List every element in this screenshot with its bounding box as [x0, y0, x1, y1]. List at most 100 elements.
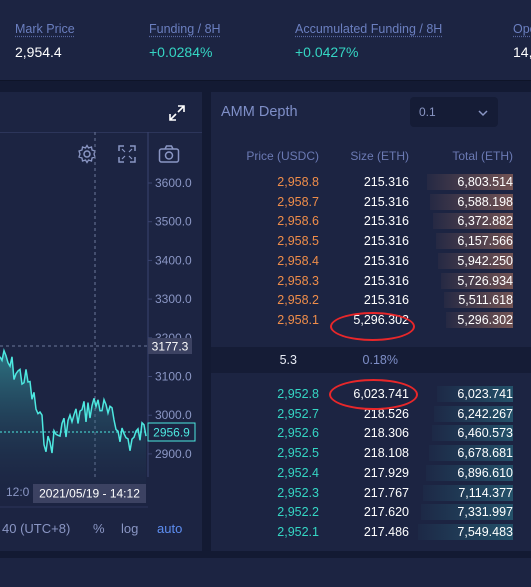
total-cell: 6,372.882 — [457, 214, 513, 229]
total-cell: 5,511.618 — [458, 293, 513, 308]
crosshair-price-label: 3177.3 — [152, 340, 189, 354]
size-cell: 218.526 — [363, 406, 409, 421]
bottom-panel — [0, 558, 531, 587]
market-stats-bar: Mark Price 2,954.4 Funding / 8H +0.0284%… — [0, 0, 531, 81]
stat-mark-price: Mark Price 2,954.4 — [15, 22, 75, 60]
price-tick-label: 3400.0 — [155, 253, 192, 267]
price-tick-label: 3000.0 — [155, 408, 192, 422]
price-cell: 2,952.2 — [277, 505, 319, 520]
price-cell: 2,958.6 — [277, 214, 319, 229]
stat-label[interactable]: Mark Price — [15, 22, 75, 36]
stat-value: +0.0284% — [149, 44, 213, 60]
size-column-header: Size (ETH) — [350, 149, 409, 163]
highlight-annotation — [330, 312, 415, 341]
depth-bar — [430, 193, 513, 210]
stat-open-interest: Ope 14, — [513, 22, 531, 60]
total-cell: 6,803.514 — [457, 175, 513, 189]
stat-value: +0.0427% — [295, 44, 359, 60]
stat-value: 2,954.4 — [15, 44, 62, 60]
settings-gear-icon[interactable] — [77, 144, 97, 169]
price-cell: 2,958.8 — [277, 175, 319, 189]
total-cell: 7,114.377 — [458, 485, 513, 500]
price-chart-panel: 3600.0 3500.0 3400.0 3300.0 3200.0 3100.0 3000… — [0, 92, 202, 551]
ask-row[interactable]: 2,958.7 215.316 6,588.198 — [211, 192, 531, 212]
stat-label[interactable]: Accumulated Funding / 8H — [295, 22, 443, 36]
stat-funding: Funding / 8H +0.0284% — [149, 22, 221, 60]
total-cell: 6,896.610 — [457, 465, 513, 480]
price-chart-canvas[interactable]: 3600.03500.03400.03300.03200.03100.03000… — [0, 132, 202, 551]
bid-row[interactable]: 2,952.1 217.486 7,549.483 — [211, 522, 531, 542]
price-cell: 2,952.6 — [277, 426, 319, 441]
ask-row[interactable]: 2,958.2 215.316 5,511.618 — [211, 290, 531, 310]
depth-bar — [446, 311, 513, 328]
total-cell: 5,296.302 — [457, 312, 513, 327]
precision-value: 0.1 — [419, 105, 436, 119]
price-cell: 2,958.2 — [277, 293, 319, 308]
spread-value: 5.3 — [279, 353, 297, 367]
price-area — [0, 350, 146, 507]
total-column-header: Total (ETH) — [452, 149, 513, 163]
expand-icon[interactable] — [168, 104, 186, 127]
price-cell: 2,952.4 — [277, 465, 319, 480]
fullscreen-icon[interactable] — [117, 144, 137, 169]
precision-select[interactable]: 0.1 — [410, 97, 498, 127]
crosshair-price-box — [148, 338, 192, 354]
price-cell: 2,952.8 — [277, 387, 319, 401]
size-cell: 215.316 — [363, 234, 409, 249]
price-tick-label: 3300.0 — [155, 292, 192, 306]
price-tick-label: 2900.0 — [155, 447, 192, 461]
bid-row[interactable]: 2,952.5 218.108 6,678.681 — [211, 443, 531, 463]
price-tick-label: 3500.0 — [155, 215, 192, 229]
total-cell: 7,331.997 — [457, 505, 513, 520]
depth-bar — [432, 425, 513, 442]
ask-row[interactable]: 2,958.6 215.316 6,372.882 — [211, 211, 531, 231]
chart-footer: 40 (UTC+8) % log auto — [0, 521, 202, 543]
price-tick-label: 3100.0 — [155, 370, 192, 384]
ask-row[interactable]: 2,958.4 215.316 5,942.250 — [211, 251, 531, 271]
bid-row[interactable]: 2,952.6 218.306 6,460.573 — [211, 423, 531, 443]
total-cell: 6,157.566 — [457, 234, 513, 249]
amm-depth-panel: AMM Depth 0.1 Price (USDC) Size (ETH) To… — [211, 92, 531, 551]
size-cell: 217.767 — [363, 485, 409, 500]
stat-label[interactable]: Ope — [513, 22, 531, 36]
camera-icon[interactable] — [158, 144, 180, 169]
price-cell: 2,958.7 — [277, 194, 319, 209]
depth-bar — [421, 504, 513, 521]
stat-accumulated-funding: Accumulated Funding / 8H +0.0427% — [295, 22, 442, 60]
total-cell: 6,023.741 — [457, 387, 513, 401]
total-cell: 5,942.250 — [457, 253, 513, 268]
bid-row[interactable]: 2,952.2 217.620 7,331.997 — [211, 502, 531, 522]
stat-label[interactable]: Funding / 8H — [149, 22, 221, 36]
last-price-label: 2956.9 — [153, 426, 190, 440]
depth-bar — [434, 405, 513, 422]
bid-row[interactable]: 2,952.7 218.526 6,242.267 — [211, 404, 531, 424]
bid-row[interactable]: 2,952.3 217.767 7,114.377 — [211, 483, 531, 503]
size-cell: 217.486 — [363, 524, 409, 539]
log-scale-toggle[interactable]: log — [121, 521, 139, 536]
crosshair-time-box — [33, 484, 146, 503]
total-cell: 6,678.681 — [457, 446, 513, 461]
size-cell: 215.316 — [363, 175, 409, 189]
chart-header — [0, 92, 202, 133]
price-line — [0, 347, 147, 454]
size-cell: 215.316 — [363, 194, 409, 209]
ask-row[interactable]: 2,958.3 215.316 5,726.934 — [211, 271, 531, 291]
price-cell: 2,952.7 — [277, 406, 319, 421]
price-tick-label: 3600.0 — [155, 176, 192, 190]
bid-row[interactable]: 2,952.4 217.929 6,896.610 — [211, 463, 531, 483]
size-cell: 215.316 — [363, 253, 409, 268]
size-cell: 215.316 — [363, 293, 409, 308]
auto-scale-toggle[interactable]: auto — [157, 521, 183, 536]
price-cell: 2,952.5 — [277, 446, 319, 461]
total-cell: 6,242.267 — [457, 406, 513, 421]
percent-scale-toggle[interactable]: % — [93, 521, 105, 536]
size-cell: 215.316 — [363, 273, 409, 288]
timezone-label[interactable]: 40 (UTC+8) — [2, 521, 71, 536]
ask-row[interactable]: 2,958.8 215.316 6,803.514 — [211, 172, 531, 192]
depth-bar — [444, 292, 513, 309]
ask-row[interactable]: 2,958.5 215.316 6,157.566 — [211, 231, 531, 251]
depth-bar — [418, 523, 513, 540]
price-column-header: Price (USDC) — [246, 149, 319, 163]
highlight-annotation — [329, 379, 418, 410]
total-cell: 5,726.934 — [457, 273, 513, 288]
